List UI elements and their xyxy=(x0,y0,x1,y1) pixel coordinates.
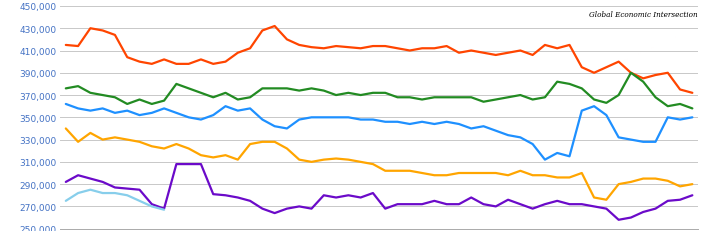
Text: Global Economic Intersection: Global Economic Intersection xyxy=(588,11,697,19)
